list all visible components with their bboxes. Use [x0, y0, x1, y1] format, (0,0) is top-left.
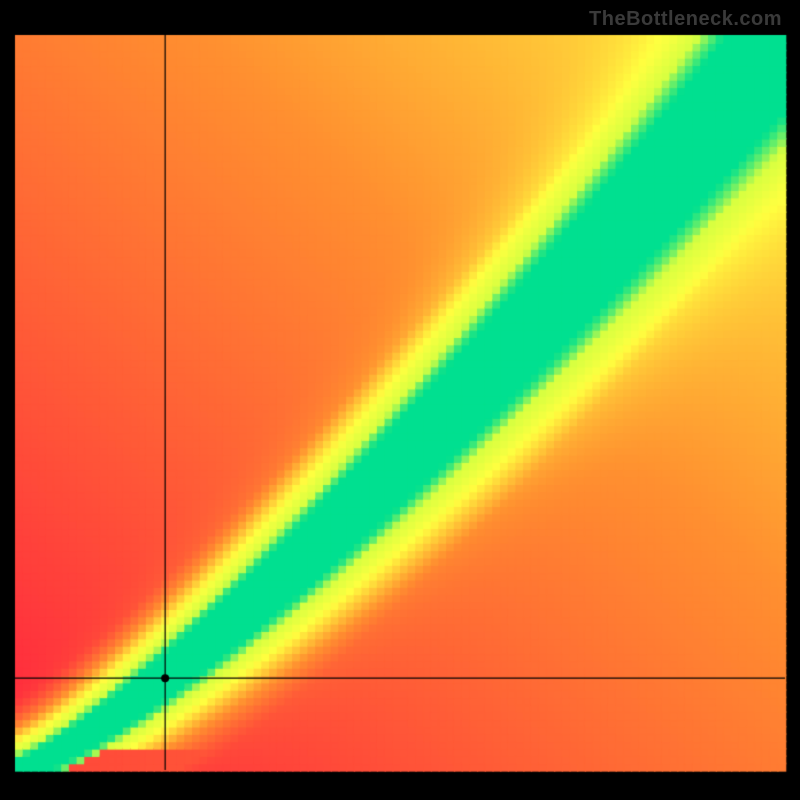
heatmap-canvas: [0, 0, 800, 800]
watermark-text: TheBottleneck.com: [589, 8, 782, 31]
bottleneck-heatmap: TheBottleneck.com: [0, 0, 800, 800]
